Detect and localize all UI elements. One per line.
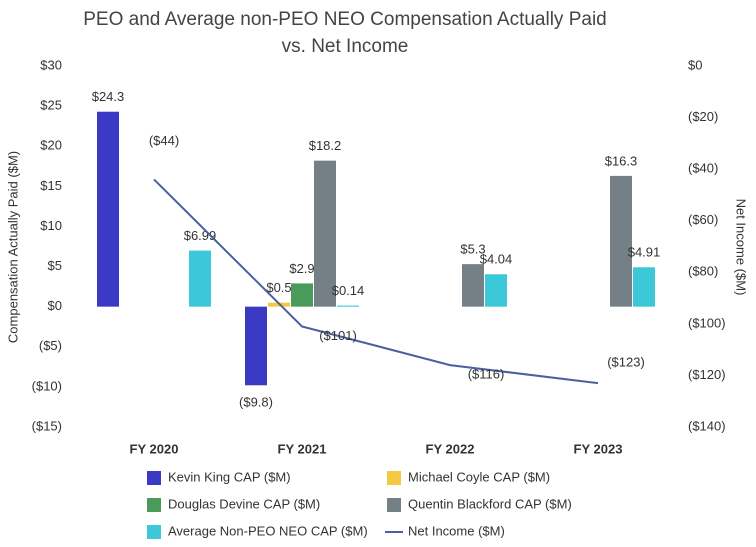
y-tick-label: ($10) (32, 378, 62, 393)
bar (189, 250, 211, 307)
y-tick-label: $5 (48, 258, 62, 273)
legend-swatch (147, 498, 161, 512)
bar-value-label: $2.9 (289, 261, 314, 276)
legend-swatch (147, 525, 161, 539)
legend-label: Michael Coyle CAP ($M) (408, 469, 550, 484)
bar (291, 283, 313, 307)
line-value-label: ($123) (607, 355, 645, 370)
y-tick-label: $25 (40, 98, 62, 113)
y-axis-title: Compensation Actually Paid ($M) (5, 151, 20, 343)
line-value-label: ($44) (149, 133, 179, 148)
y2-tick-label: ($100) (688, 315, 726, 330)
legend-label: Douglas Devine CAP ($M) (168, 496, 320, 511)
y-tick-label: $15 (40, 178, 62, 193)
y-tick-label: $0 (48, 298, 62, 313)
y2-tick-label: $0 (688, 57, 702, 72)
bar-value-label: $0.5 (266, 280, 291, 295)
y2-tick-label: ($140) (688, 418, 726, 433)
legend-swatch (147, 471, 161, 485)
legend-label: Net Income ($M) (408, 523, 505, 538)
bar (97, 111, 119, 307)
bar-value-label: $5.3 (460, 242, 485, 257)
line-value-label: ($116) (468, 367, 505, 382)
y-tick-label: $20 (40, 138, 62, 153)
legend-swatch (387, 471, 401, 485)
y-tick-label: ($5) (39, 338, 62, 353)
bar-value-label: $0.14 (332, 283, 365, 298)
y-tick-label: ($15) (32, 418, 62, 433)
y-tick-label: $30 (40, 57, 62, 72)
bar (610, 175, 632, 307)
legend-swatch (387, 498, 401, 512)
y2-tick-label: ($120) (688, 367, 726, 382)
x-tick-label: FY 2020 (130, 441, 179, 456)
legend-label: Quentin Blackford CAP ($M) (408, 496, 572, 511)
bar-value-label: $6.99 (184, 228, 217, 243)
bar (314, 160, 336, 307)
bar (633, 267, 655, 307)
y2-tick-label: ($80) (688, 264, 718, 279)
bar (337, 305, 359, 307)
legend-label: Kevin King CAP ($M) (168, 469, 291, 484)
line-value-label: ($101) (319, 328, 357, 343)
bar (462, 264, 484, 307)
line (153, 178, 599, 385)
x-tick-label: FY 2021 (278, 441, 327, 456)
bar-value-label: $24.3 (92, 89, 125, 104)
bar-value-label: $16.3 (605, 153, 638, 168)
chart-title: PEO and Average non-PEO NEO Compensation… (83, 9, 607, 57)
y2-tick-label: ($20) (688, 109, 718, 124)
bar-value-label: $18.2 (309, 138, 342, 153)
y-tick-label: $10 (40, 218, 62, 233)
bar-value-label: ($9.8) (239, 395, 273, 410)
bar (485, 274, 507, 307)
bar-value-label: $4.91 (628, 245, 661, 260)
legend-label: Average Non-PEO NEO CAP ($M) (168, 523, 368, 538)
y2-tick-label: ($60) (688, 212, 718, 227)
y2-tick-label: ($40) (688, 161, 718, 176)
bar-value-label: $4.04 (480, 252, 513, 267)
x-tick-label: FY 2022 (426, 441, 475, 456)
bar (245, 306, 267, 386)
y2-axis-title: Net Income ($M) (734, 199, 749, 296)
x-tick-label: FY 2023 (574, 441, 623, 456)
